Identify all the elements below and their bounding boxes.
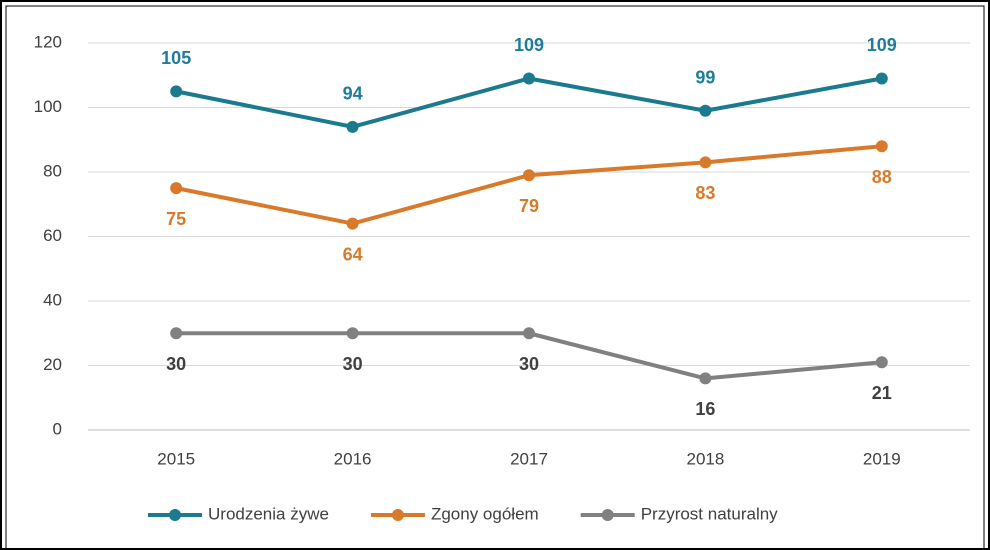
data-label: 109 <box>867 35 897 55</box>
inner-frame <box>5 5 985 550</box>
point <box>875 356 888 369</box>
legend-marker <box>601 509 614 521</box>
legend-marker <box>391 509 404 521</box>
y-tick-label: 0 <box>53 419 62 438</box>
point <box>346 327 359 340</box>
data-label: 21 <box>872 383 892 403</box>
data-label: 88 <box>872 167 892 187</box>
point <box>170 327 183 340</box>
point <box>523 169 535 182</box>
series-line <box>175 76 883 129</box>
x-tick-label: 2018 <box>686 449 724 468</box>
y-tick-label: 80 <box>43 161 62 180</box>
legend-label: Przyrost naturalny <box>641 504 778 523</box>
y-tick-label: 40 <box>43 290 62 309</box>
data-label: 94 <box>343 84 363 104</box>
point <box>699 372 712 385</box>
y-tick-label: 60 <box>43 226 62 245</box>
point <box>523 327 535 340</box>
x-tick-label: 2019 <box>863 449 901 468</box>
data-label: 30 <box>519 354 539 374</box>
point <box>875 140 888 153</box>
data-label: 64 <box>343 244 363 264</box>
data-label: 99 <box>695 67 715 87</box>
legend-label: Zgony ogółem <box>431 504 539 523</box>
y-tick-label: 100 <box>34 97 62 116</box>
data-label: 75 <box>166 209 186 229</box>
point <box>346 217 359 230</box>
x-tick-label: 2016 <box>334 449 372 468</box>
data-label: 30 <box>343 354 363 374</box>
point <box>699 156 712 169</box>
legend-label: Urodzenia żywe <box>208 504 329 523</box>
point <box>170 85 183 98</box>
point <box>699 104 712 117</box>
point <box>170 182 183 195</box>
data-label: 30 <box>166 354 186 374</box>
x-tick-label: 2015 <box>157 449 195 468</box>
y-tick-label: 120 <box>34 32 62 51</box>
data-label: 105 <box>161 48 191 68</box>
data-label: 83 <box>695 183 715 203</box>
x-tick-label: 2017 <box>510 449 548 468</box>
point <box>875 72 888 85</box>
y-tick-label: 20 <box>43 355 62 374</box>
data-label: 16 <box>695 399 715 419</box>
data-label: 79 <box>519 196 539 216</box>
point <box>346 120 359 133</box>
data-label: 109 <box>514 35 544 55</box>
legend-marker <box>169 509 181 521</box>
point <box>523 72 535 85</box>
